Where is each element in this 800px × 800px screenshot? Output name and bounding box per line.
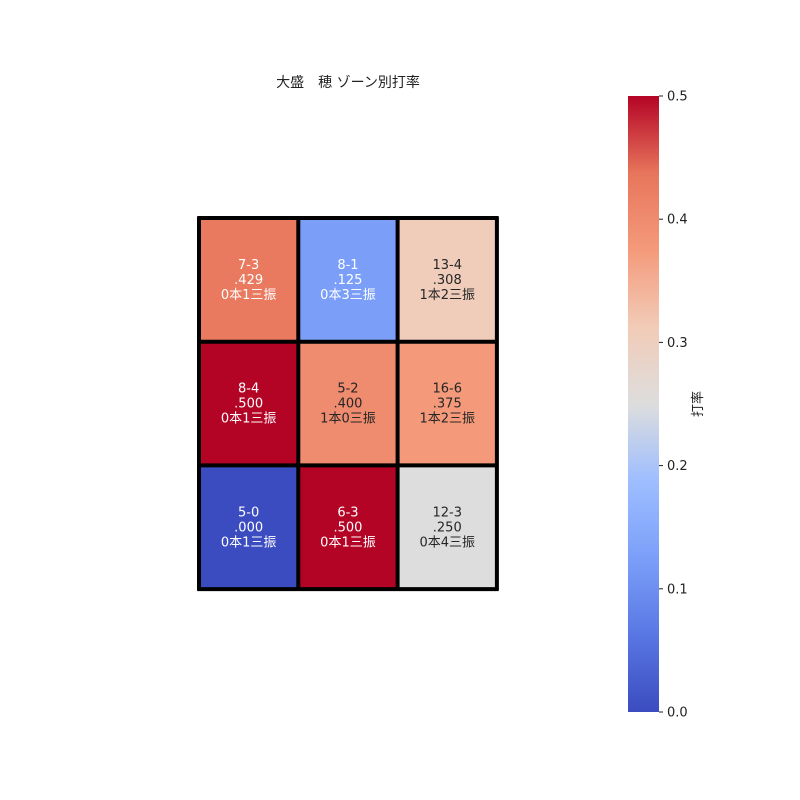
cell-record-r2-c1: 8-4: [238, 382, 259, 397]
cell-record-r2-c2: 5-2: [337, 382, 358, 397]
heatmap-cell-r1-c2: [298, 218, 398, 342]
heatmap-cell-r3-c1: [199, 465, 299, 590]
cell-record-r3-c3: 12-3: [432, 505, 462, 520]
heatmap-grid: [197, 216, 499, 592]
cell-record-r1-c1: 7-3: [238, 258, 259, 273]
cell-record-r1-c2: 8-1: [337, 258, 358, 273]
colorbar-tick-label-2: 0.2: [667, 459, 688, 474]
cell-avg-r1-c2: .125: [333, 273, 362, 288]
cell-avg-r1-c3: .308: [433, 273, 462, 288]
cell-detail-r1-c1: 0本1三振: [221, 288, 277, 303]
heatmap-cell-r2-c1: [199, 341, 299, 466]
cell-detail-r1-c2: 0本3三振: [320, 288, 376, 303]
cell-avg-r2-c1: .500: [234, 397, 263, 412]
cell-detail-r3-c2: 0本1三振: [320, 535, 376, 550]
cell-avg-r2-c3: .375: [433, 397, 462, 412]
colorbar: 0.0 0.1 0.2 0.3 0.4 0.5 打率: [628, 90, 706, 721]
cell-record-r3-c2: 6-3: [337, 505, 358, 520]
colorbar-tick-label-4: 0.4: [667, 213, 688, 228]
cell-record-r2-c3: 16-6: [432, 382, 462, 397]
heatmap-cell-r1-c1: [199, 218, 299, 342]
cell-avg-r2-c2: .400: [333, 397, 362, 412]
cell-avg-r3-c2: .500: [333, 520, 362, 535]
heatmap-cell-r3-c3: [397, 465, 497, 590]
colorbar-tick-label-0: 0.0: [667, 706, 688, 721]
colorbar-tick-label-3: 0.3: [667, 336, 688, 351]
cell-detail-r1-c3: 1本2三振: [419, 288, 475, 303]
cell-detail-r3-c1: 0本1三振: [221, 535, 277, 550]
heatmap-cells: 7-3.4290本1三振8-1.1250本3三振13-4.3081本2三振8-4…: [199, 218, 497, 590]
cell-detail-r3-c3: 0本4三振: [419, 535, 475, 550]
cell-detail-r2-c3: 1本2三振: [419, 412, 475, 427]
colorbar-ticks: 0.0 0.1 0.2 0.3 0.4 0.5: [659, 90, 688, 721]
cell-record-r3-c1: 5-0: [238, 505, 259, 520]
cell-detail-r2-c2: 1本0三振: [320, 412, 376, 427]
colorbar-label: 打率: [690, 391, 706, 417]
cell-avg-r3-c1: .000: [234, 520, 263, 535]
chart-title: 大盛 穂 ゾーン別打率: [276, 74, 420, 91]
cell-avg-r1-c1: .429: [234, 273, 263, 288]
cell-record-r1-c3: 13-4: [432, 258, 462, 273]
colorbar-tick-label-5: 0.5: [667, 90, 688, 105]
heatmap-cell-r3-c2: [298, 465, 398, 590]
cell-avg-r3-c3: .250: [433, 520, 462, 535]
colorbar-tick-label-1: 0.1: [667, 582, 688, 597]
colorbar-gradient: [628, 96, 659, 712]
cell-detail-r2-c1: 0本1三振: [221, 412, 277, 427]
heatmap-cell-r2-c2: [298, 341, 398, 466]
heatmap-cell-r2-c3: [397, 341, 497, 466]
heatmap-cell-r1-c3: [397, 218, 497, 342]
